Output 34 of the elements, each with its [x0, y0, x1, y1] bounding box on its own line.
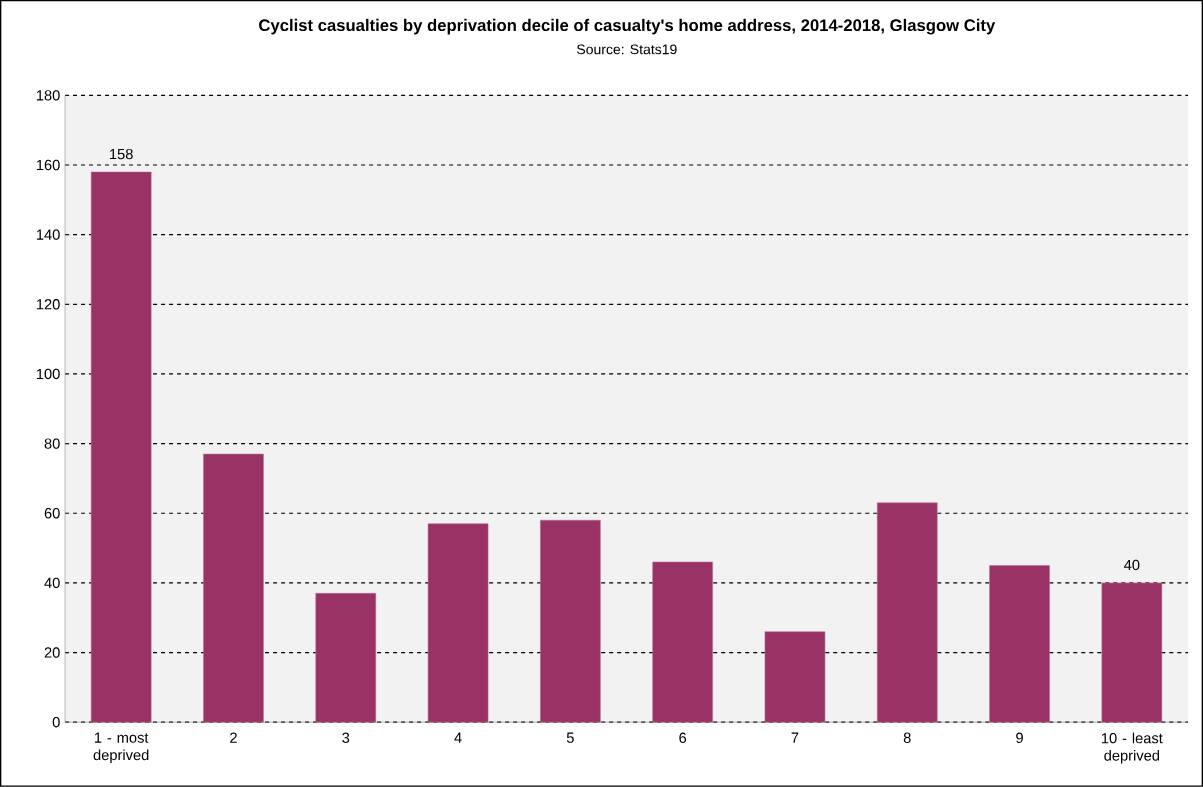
- y-tick-label: 100: [36, 368, 60, 380]
- chart-title: Cyclist casualties by deprivation decile of casualty's home address, 2014-2018, Glasgow City: [259, 18, 996, 35]
- x-tick-label: 9: [1016, 732, 1023, 744]
- bar: [90, 171, 152, 723]
- bar: [989, 565, 1050, 723]
- x-tick-label: 5: [566, 732, 574, 743]
- y-tick-label: 60: [44, 508, 60, 519]
- y-tick-label: 140: [36, 229, 60, 240]
- data-label: 158: [110, 148, 133, 160]
- y-tick-label: 120: [36, 299, 60, 310]
- bar: [764, 631, 826, 723]
- bar: [427, 523, 489, 723]
- chart-subtitle: Source: Stats19: [577, 44, 677, 55]
- y-tick-label: 160: [36, 159, 60, 171]
- x-tick-label: 10 - least deprived: [1101, 732, 1163, 764]
- y-tick-label: 80: [44, 438, 60, 449]
- x-tick-label: 6: [679, 732, 687, 744]
- bar: [203, 453, 264, 723]
- bar: [315, 593, 377, 723]
- bar: [1101, 582, 1163, 723]
- x-tick-label: 7: [791, 732, 799, 743]
- x-tick-label: 3: [342, 732, 350, 744]
- data-label: 40: [1124, 559, 1140, 571]
- x-tick-label: 1 - most deprived: [93, 732, 149, 764]
- x-tick-label: 2: [230, 732, 237, 743]
- y-tick-label: 0: [52, 717, 60, 728]
- x-tick-label: 4: [454, 732, 462, 743]
- x-tick-label: 8: [903, 732, 911, 744]
- y-tick-label: 40: [44, 577, 60, 589]
- bar: [540, 520, 601, 723]
- y-tick-label: 20: [44, 647, 60, 658]
- y-tick-label: 180: [36, 90, 60, 101]
- bar: [876, 502, 938, 723]
- bar: [652, 561, 713, 723]
